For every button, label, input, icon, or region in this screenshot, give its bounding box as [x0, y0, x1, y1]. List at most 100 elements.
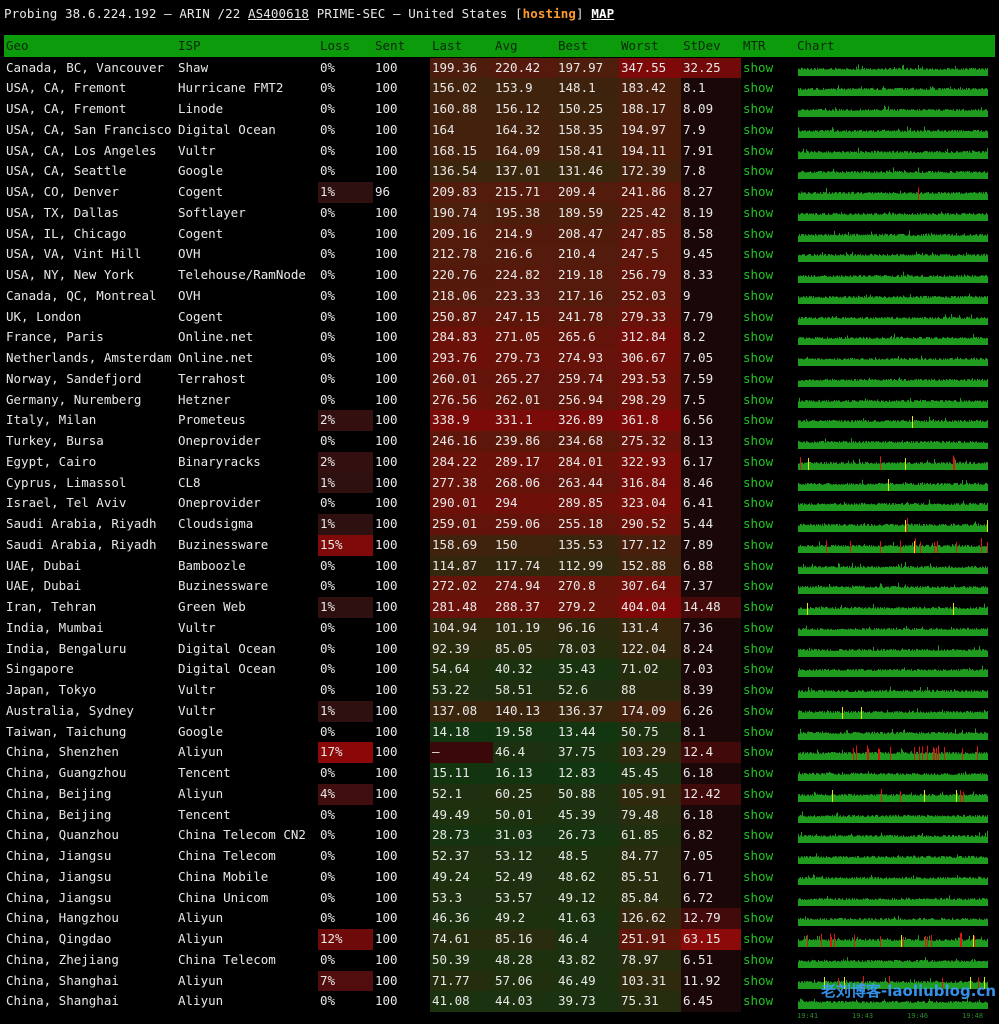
cell-mtr[interactable]: show [743, 516, 774, 531]
sparkline-bar [963, 89, 964, 97]
cell-mtr[interactable]: show [743, 59, 774, 75]
sparkline-bar [875, 131, 876, 138]
sparkline-bar [865, 89, 866, 97]
sparkline-bar [891, 89, 892, 97]
sparkline-bar [891, 462, 892, 470]
sparkline-bar [820, 420, 821, 429]
map-link[interactable]: MAP [591, 6, 615, 21]
col-geo-header[interactable]: Geo [6, 38, 29, 53]
sparkline-bar [798, 380, 799, 387]
asn-link[interactable]: AS400618 [248, 6, 310, 21]
cell-mtr[interactable]: show [743, 267, 774, 282]
sparkline-bar [917, 69, 918, 76]
cell-mtr[interactable]: show [743, 163, 774, 179]
cell-mtr[interactable]: show [743, 391, 774, 407]
table-row: France, Paris Online.net 0% 100 284.83 271.05… [4, 327, 995, 348]
cell-mtr[interactable]: show [743, 474, 774, 490]
sparkline-bar [967, 421, 968, 429]
cell-mtr[interactable]: show [743, 204, 774, 220]
sparkline-bar [836, 420, 837, 429]
sparkline-bar [899, 359, 900, 366]
sparkline-bar [983, 421, 984, 429]
sparkline-bar [798, 275, 799, 283]
sparkline-bar [966, 150, 967, 159]
sparkline-bar [953, 131, 954, 138]
cell-mtr[interactable]: show [743, 453, 774, 469]
sparkline-bar [820, 441, 821, 449]
sparkline-bar [987, 462, 988, 470]
sparkline-bar [840, 234, 841, 242]
cell-mtr[interactable]: show [743, 142, 774, 158]
cell-mtr[interactable]: show [743, 370, 774, 386]
sparkline-bar [856, 566, 857, 574]
cell-mtr[interactable]: show [743, 80, 774, 96]
cell-mtr[interactable]: show [743, 536, 774, 552]
sparkline-bar [946, 214, 947, 221]
sparkline-bar [915, 152, 916, 159]
col-best-header[interactable]: Best [558, 38, 589, 53]
sparkline-bar [977, 254, 978, 263]
sparkline-bar [821, 380, 822, 387]
sparkline-bar [927, 544, 928, 553]
sparkline-bar [917, 109, 918, 117]
sparkline-bar [801, 442, 802, 449]
sparkline-bar [840, 318, 841, 325]
sparkline-bar [951, 337, 952, 346]
sparkline-bar [985, 109, 986, 117]
cell-mtr[interactable]: show [743, 412, 774, 428]
sparkline-bar [822, 152, 823, 159]
cell-best: 158.41 [556, 140, 619, 162]
sparkline-bar [835, 213, 836, 221]
sparkline-bar [897, 234, 898, 242]
cell-mtr[interactable]: show [743, 557, 774, 573]
cell-mtr[interactable]: show [743, 350, 774, 365]
sparkline-bar [946, 109, 947, 117]
col-stdev-header[interactable]: StDev [683, 38, 721, 53]
sparkline-bar [852, 130, 853, 138]
col-isp-header[interactable]: ISP [178, 38, 201, 53]
sparkline-bar [971, 192, 972, 200]
sparkline-bar [903, 359, 904, 366]
sparkline-bar [845, 337, 846, 346]
cell-mtr[interactable]: show [743, 184, 774, 199]
sparkline-bar [918, 546, 919, 553]
sparkline-bar [802, 316, 803, 325]
cell-mtr[interactable]: show [743, 495, 774, 511]
cell-worst: 347.55 [619, 57, 681, 79]
sparkline-bar [963, 461, 964, 470]
cell-mtr[interactable]: show [743, 287, 774, 303]
sparkline-bar [972, 67, 973, 76]
sparkline-bar [972, 254, 973, 263]
col-last-header[interactable]: Last [432, 38, 463, 53]
cell-mtr[interactable]: show [743, 225, 774, 241]
cell-mtr[interactable]: show [743, 308, 774, 324]
sparkline-bar [986, 358, 987, 366]
sparkline-bar [946, 504, 947, 512]
cell-mtr[interactable]: show [743, 101, 774, 116]
col-sent-header[interactable]: Sent [375, 38, 406, 53]
sparkline-bar [986, 88, 987, 97]
cell-mtr[interactable]: show [743, 121, 774, 137]
cell-isp: Binaryracks [178, 453, 261, 469]
sparkline-bar [928, 483, 929, 491]
sparkline-bar [867, 297, 868, 304]
sparkline-bar [890, 441, 891, 449]
col-loss-header[interactable]: Loss [320, 38, 351, 53]
cell-mtr[interactable]: show [743, 329, 774, 345]
sparkline-bar [882, 546, 883, 553]
col-avg-header[interactable]: Avg [495, 38, 518, 53]
sparkline-bar [897, 544, 898, 553]
cell-mtr[interactable]: show [743, 246, 774, 262]
sparkline-bar [828, 504, 829, 512]
sparkline-bar [915, 524, 916, 532]
sparkline-bar [974, 214, 975, 221]
sparkline-bar [848, 254, 849, 263]
sparkline-bar [936, 337, 937, 346]
sparkline-bar [889, 296, 890, 304]
cell-mtr[interactable]: show [743, 433, 774, 448]
col-worst-header[interactable]: Worst [621, 38, 659, 53]
sparkline-bar [913, 337, 914, 346]
sparkline-bar [914, 338, 915, 346]
sparkline-bar [855, 213, 856, 221]
sparkline-bar [935, 234, 936, 242]
